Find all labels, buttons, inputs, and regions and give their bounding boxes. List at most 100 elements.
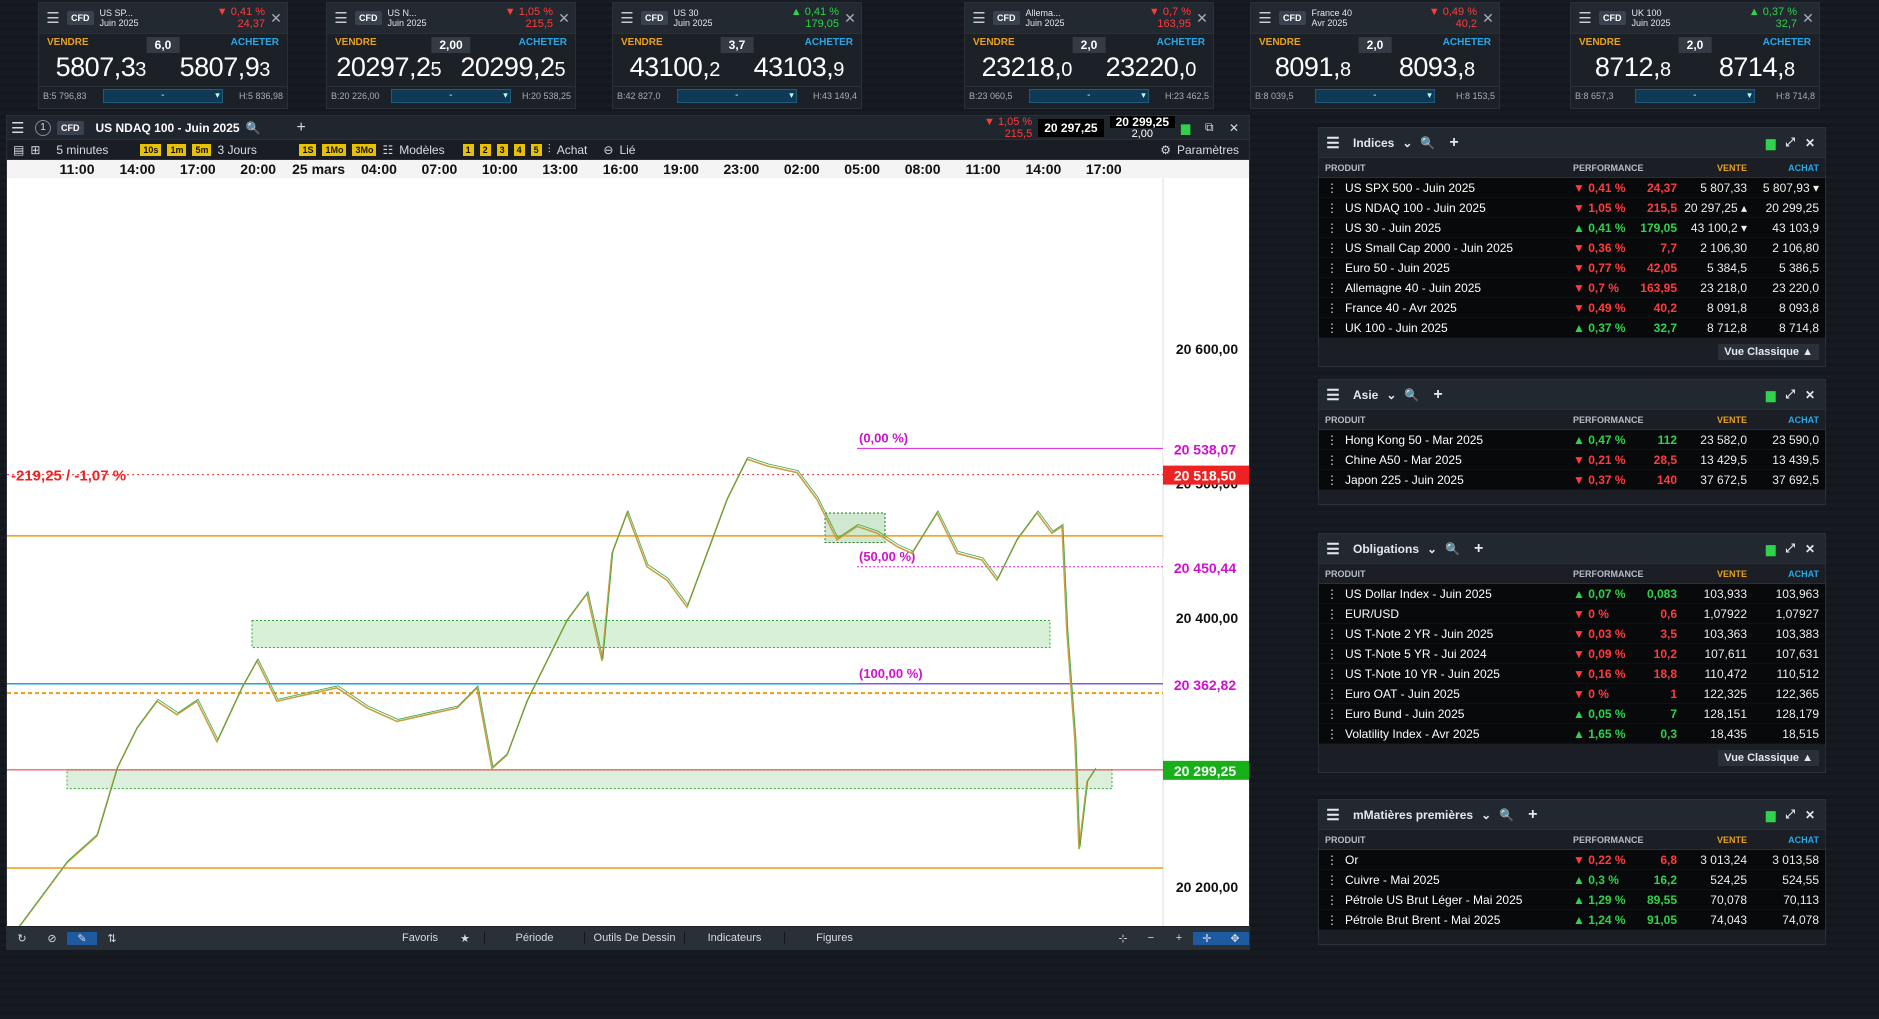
buy-price[interactable]: 8 093,8 (1778, 300, 1819, 315)
menu-icon[interactable]: ☰ (1258, 10, 1272, 27)
menu-icon[interactable]: ☰ (1326, 386, 1340, 404)
sell-price[interactable]: 3 013,24 (1700, 852, 1747, 867)
menu-icon[interactable]: ☰ (1326, 540, 1340, 558)
buy-price[interactable]: 70,113 (1783, 892, 1819, 907)
preset-4-button[interactable]: 4 (513, 143, 525, 156)
period-button[interactable]: Période (484, 932, 584, 944)
preset-1-button[interactable]: 1 (462, 143, 474, 156)
sell-price[interactable]: 122,325 (1703, 686, 1747, 701)
list-item[interactable]: ⋮ Euro Bund - Juin 2025 ▲ 0,05 % 7 128,1… (1319, 704, 1825, 724)
sell-price[interactable]: 70,078 (1710, 892, 1747, 907)
buy-button[interactable]: 8714,8 (1718, 52, 1796, 82)
more-icon[interactable]: ⋮ (1326, 666, 1338, 681)
chart-sell-button[interactable]: 20 297,25 (1038, 118, 1104, 137)
more-icon[interactable]: ⋮ (1326, 706, 1338, 721)
sell-price[interactable]: 23 582,0 (1700, 432, 1747, 447)
sell-price[interactable]: 524,25 (1710, 872, 1747, 887)
sort-icon[interactable]: ⇅ (107, 932, 117, 945)
pencil-icon[interactable]: ✎ (67, 931, 97, 945)
preset-3-button[interactable]: 3 (496, 143, 508, 156)
buy-price[interactable]: 23 220,0 (1772, 280, 1819, 295)
figures-button[interactable]: Figures (784, 932, 884, 944)
more-icon[interactable]: ⋮ (1326, 586, 1338, 601)
sell-price[interactable]: 5 384,5 (1706, 260, 1747, 275)
color-icon[interactable]: ▆ (1766, 387, 1776, 402)
sell-price[interactable]: 37 672,5 (1700, 472, 1747, 487)
move-icon[interactable]: ✥ (1221, 931, 1249, 945)
buy-price[interactable]: 122,365 (1775, 686, 1819, 701)
sell-button[interactable]: 5807,33 (55, 52, 147, 82)
buy-price[interactable]: 107,631 (1775, 646, 1819, 661)
more-icon[interactable]: ⋮ (1326, 626, 1338, 641)
chart-color-icon[interactable]: ▆ (1181, 120, 1191, 135)
menu-icon[interactable]: ☰ (1326, 134, 1340, 152)
color-icon[interactable]: ▆ (1766, 807, 1776, 822)
expand-icon[interactable]: ⤢ (1785, 135, 1795, 149)
preset-5-button[interactable]: 5 (530, 143, 542, 156)
sell-price[interactable]: 20 297,25 ▴ (1684, 200, 1747, 215)
more-icon[interactable]: ⋮ (1326, 872, 1338, 887)
sell-price[interactable]: 103,363 (1703, 626, 1747, 641)
more-icon[interactable]: ⋮ (1326, 432, 1338, 447)
drawing-tools-button[interactable]: Outils De Dessin (584, 932, 684, 944)
list-item[interactable]: ⋮ Hong Kong 50 - Mar 2025 ▲ 0,47 % 112 2… (1319, 430, 1825, 450)
more-icon[interactable]: ⋮ (1326, 200, 1338, 215)
classic-view-button[interactable]: Vue Classique ▲ (1718, 750, 1819, 766)
buy-price[interactable]: 13 439,5 (1772, 452, 1819, 467)
menu-icon[interactable]: ☰ (11, 119, 25, 137)
linked-button[interactable]: Lié (619, 142, 636, 157)
fit-icon[interactable]: ⊹ (1118, 932, 1128, 945)
chart-instrument-title[interactable]: US NDAQ 100 - Juin 2025 (95, 120, 240, 135)
sell-button[interactable]: 8091,8 (1274, 52, 1352, 82)
list-item[interactable]: ⋮ US T-Note 10 YR - Juin 2025 ▼ 0,16 % 1… (1319, 664, 1825, 684)
list-item[interactable]: ⋮ Allemagne 40 - Juin 2025 ▼ 0,7 % 163,9… (1319, 278, 1825, 298)
more-icon[interactable]: ⋮ (1326, 280, 1338, 295)
buy-price[interactable]: 110,512 (1776, 666, 1820, 681)
ticket-name[interactable]: US SP... Juin 2025 (99, 8, 139, 28)
menu-icon[interactable]: ☰ (972, 10, 986, 27)
color-icon[interactable]: ▆ (1766, 541, 1776, 556)
sell-price[interactable]: 5 807,33 (1700, 180, 1747, 195)
list-item[interactable]: ⋮ Pétrole Brut Brent - Mai 2025 ▲ 1,24 %… (1319, 910, 1825, 930)
layout-icon[interactable]: ⊞ (30, 142, 41, 157)
more-icon[interactable]: ⋮ (1326, 180, 1338, 195)
search-icon[interactable]: 🔍 (1499, 807, 1515, 822)
no-entry-icon[interactable]: ⊘ (47, 932, 57, 945)
indicators-button[interactable]: Indicateurs (684, 932, 784, 944)
buy-price[interactable]: 5 807,93 ▾ (1762, 180, 1819, 195)
list-icon[interactable]: ▤ (13, 142, 25, 157)
buy-price[interactable]: 103,383 (1775, 626, 1819, 641)
chart-buy-button[interactable]: 20 299,25 (1109, 115, 1175, 128)
more-icon[interactable]: ⋮ (1326, 646, 1338, 661)
ticket-name[interactable]: UK 100 Juin 2025 (1631, 8, 1671, 28)
close-icon[interactable]: ✕ (270, 9, 282, 26)
list-item[interactable]: ⋮ Volatility Index - Avr 2025 ▲ 1,65 % 0… (1319, 724, 1825, 744)
chevron-down-icon[interactable]: ⌄ (1481, 807, 1492, 822)
buy-mode-button[interactable]: Achat (556, 142, 588, 157)
popout-icon[interactable]: ⧉ (1205, 120, 1214, 134)
menu-icon[interactable]: ☰ (334, 10, 348, 27)
list-item[interactable]: ⋮ US NDAQ 100 - Juin 2025 ▼ 1,05 % 215,5… (1319, 198, 1825, 218)
buy-button[interactable]: 23220,0 (1105, 52, 1197, 82)
more-icon[interactable]: ⋮ (1326, 606, 1338, 621)
ticket-name[interactable]: Allema... Juin 2025 (1025, 8, 1065, 28)
close-icon[interactable]: ✕ (1802, 9, 1814, 26)
range-1s-button[interactable]: 1S (299, 143, 317, 156)
crosshair-icon[interactable]: ✛ (1193, 931, 1221, 945)
list-item[interactable]: ⋮ Japon 225 - Juin 2025 ▼ 0,37 % 140 37 … (1319, 470, 1825, 490)
range-1mo-button[interactable]: 1Mo (322, 143, 347, 156)
panel-title[interactable]: Obligations (1353, 541, 1419, 556)
search-icon[interactable]: 🔍 (1445, 541, 1461, 556)
price-chart[interactable]: 11:00 14:00 17:00 20:00 25 mars 04:00 07:00 10:… (7, 160, 1249, 926)
menu-icon[interactable]: ☰ (1326, 806, 1340, 824)
more-icon[interactable]: ⋮ (1326, 852, 1338, 867)
color-icon[interactable]: ▆ (1766, 135, 1776, 150)
buy-price[interactable]: 1,07927 (1775, 606, 1819, 621)
search-icon[interactable]: 🔍 (1404, 387, 1420, 402)
close-icon[interactable]: ✕ (1804, 807, 1815, 822)
list-item[interactable]: ⋮ US SPX 500 - Juin 2025 ▼ 0,41 % 24,37 … (1319, 178, 1825, 198)
search-icon[interactable]: 🔍 (1420, 135, 1436, 150)
menu-icon[interactable]: ☰ (46, 10, 60, 27)
chevron-down-icon[interactable]: ⌄ (1386, 387, 1397, 402)
refresh-icon[interactable]: ↻ (17, 932, 27, 945)
